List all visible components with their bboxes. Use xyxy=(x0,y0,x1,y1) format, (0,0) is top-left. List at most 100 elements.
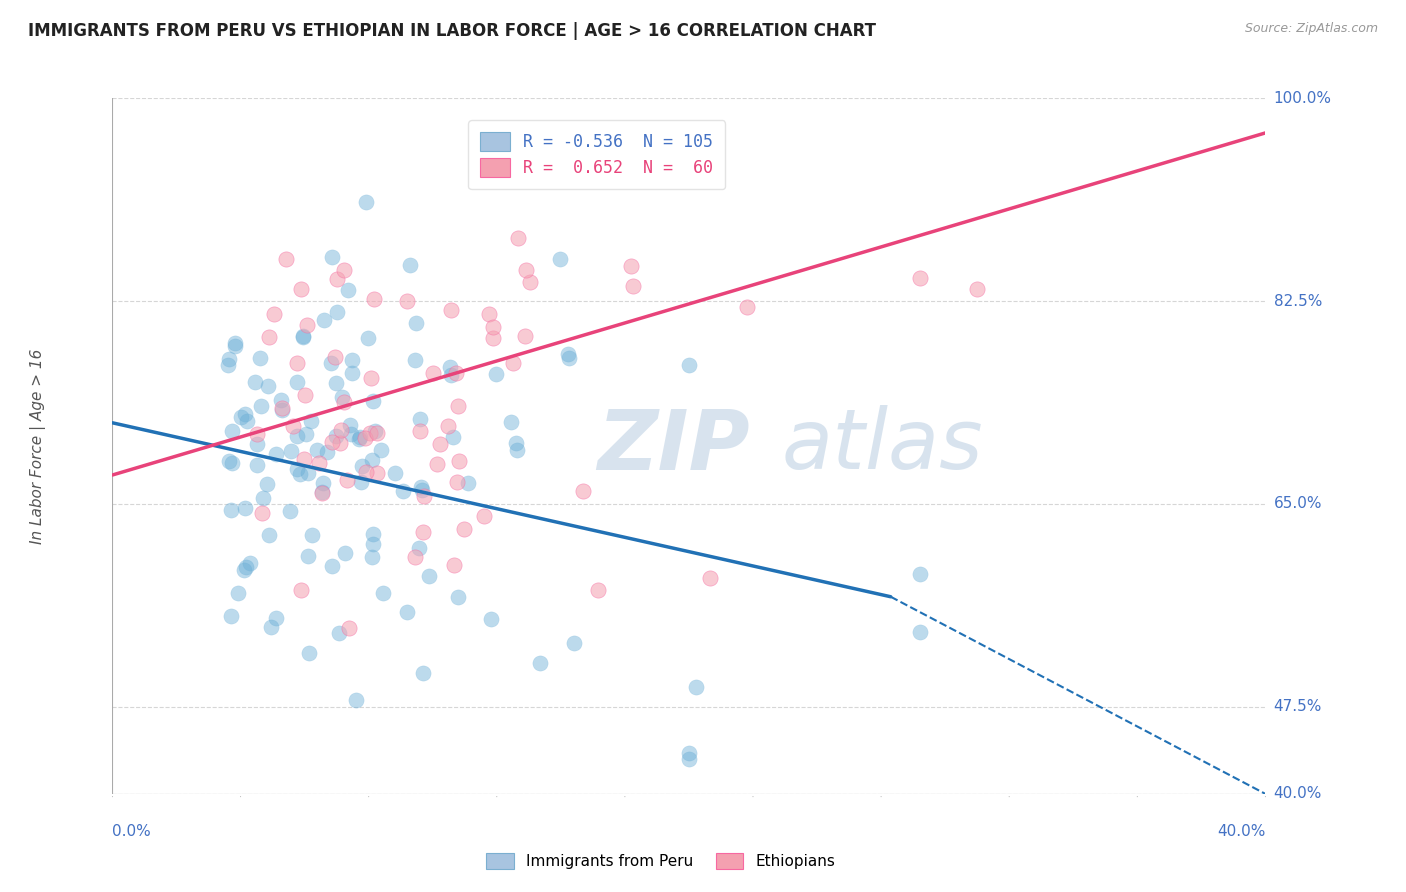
Point xyxy=(562,636,585,650)
Point xyxy=(699,571,721,585)
Point xyxy=(249,399,271,413)
Point xyxy=(339,418,361,433)
Point xyxy=(447,399,470,413)
Point xyxy=(481,320,503,334)
Point xyxy=(502,356,524,370)
Point xyxy=(219,503,242,517)
Point xyxy=(329,423,352,437)
Point xyxy=(363,526,385,541)
Point xyxy=(678,358,700,372)
Point xyxy=(252,491,274,505)
Point xyxy=(396,605,419,619)
Point xyxy=(312,476,335,491)
Point xyxy=(221,424,243,438)
Point xyxy=(285,429,308,443)
Text: 47.5%: 47.5% xyxy=(1274,699,1322,714)
Point xyxy=(256,477,278,491)
Point xyxy=(478,307,501,321)
Point xyxy=(412,524,434,539)
Point xyxy=(411,480,433,494)
Point xyxy=(326,305,349,319)
Point xyxy=(513,328,536,343)
Point xyxy=(457,476,479,491)
Point xyxy=(361,536,384,550)
Point xyxy=(443,558,465,572)
Point xyxy=(294,388,316,402)
Point xyxy=(908,566,931,581)
Point xyxy=(363,292,385,306)
Point xyxy=(349,430,371,444)
Point xyxy=(233,563,256,577)
Point xyxy=(413,489,436,503)
Point xyxy=(360,370,382,384)
Point xyxy=(908,271,931,285)
Point xyxy=(499,416,522,430)
Legend: Immigrants from Peru, Ethiopians: Immigrants from Peru, Ethiopians xyxy=(479,847,842,875)
Point xyxy=(339,426,361,441)
Point xyxy=(325,429,347,443)
Point xyxy=(439,359,461,374)
Point xyxy=(440,368,463,383)
Point xyxy=(440,303,463,318)
Legend: R = -0.536  N = 105, R =  0.652  N =  60: R = -0.536 N = 105, R = 0.652 N = 60 xyxy=(468,120,725,189)
Point xyxy=(371,586,394,600)
Point xyxy=(529,656,551,670)
Point xyxy=(218,351,240,366)
Point xyxy=(411,483,433,497)
Point xyxy=(557,347,579,361)
Point xyxy=(287,356,309,370)
Point xyxy=(260,620,283,634)
Point xyxy=(336,473,359,487)
Point xyxy=(235,559,257,574)
Point xyxy=(449,454,471,468)
Point xyxy=(246,436,269,450)
Text: Source: ZipAtlas.com: Source: ZipAtlas.com xyxy=(1244,22,1378,36)
Point xyxy=(294,426,316,441)
Point xyxy=(226,586,249,600)
Point xyxy=(354,195,377,210)
Point xyxy=(290,282,312,296)
Point xyxy=(479,611,502,625)
Point xyxy=(298,646,321,660)
Point xyxy=(224,339,246,353)
Point xyxy=(357,330,380,344)
Point xyxy=(263,307,285,321)
Point xyxy=(422,366,444,380)
Point xyxy=(319,356,342,370)
Point xyxy=(290,467,312,481)
Point xyxy=(290,582,312,597)
Text: IMMIGRANTS FROM PERU VS ETHIOPIAN IN LABOR FORCE | AGE > 16 CORRELATION CHART: IMMIGRANTS FROM PERU VS ETHIOPIAN IN LAB… xyxy=(28,22,876,40)
Point xyxy=(418,569,440,583)
Point xyxy=(426,457,449,471)
Point xyxy=(908,624,931,639)
Point xyxy=(505,435,527,450)
Point xyxy=(364,425,387,439)
Point xyxy=(332,263,354,277)
Point xyxy=(295,318,318,333)
Point xyxy=(326,272,349,286)
Point xyxy=(231,409,253,424)
Point xyxy=(321,434,343,449)
Text: atlas: atlas xyxy=(782,406,983,486)
Point xyxy=(441,430,464,444)
Point xyxy=(252,506,274,520)
Point xyxy=(399,258,422,272)
Point xyxy=(257,329,280,343)
Point xyxy=(572,484,595,499)
Point xyxy=(285,375,308,389)
Point xyxy=(239,557,262,571)
Point xyxy=(349,475,371,489)
Point xyxy=(264,447,287,461)
Point xyxy=(349,432,371,446)
Point xyxy=(409,424,432,438)
Point xyxy=(336,283,359,297)
Point xyxy=(735,300,758,314)
Point xyxy=(299,414,322,428)
Point xyxy=(678,746,700,760)
Point xyxy=(515,263,537,277)
Text: 65.0%: 65.0% xyxy=(1274,497,1322,511)
Point xyxy=(314,313,336,327)
Point xyxy=(218,454,240,468)
Point xyxy=(472,508,495,523)
Point xyxy=(274,252,297,266)
